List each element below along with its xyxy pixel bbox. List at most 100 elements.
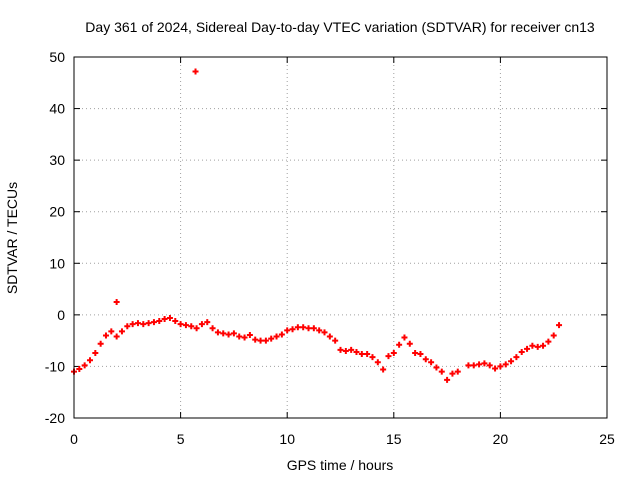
data-point — [172, 318, 179, 325]
data-point — [534, 343, 541, 350]
data-point — [412, 350, 419, 357]
data-point — [380, 366, 387, 373]
data-point — [337, 346, 344, 353]
data-point — [294, 324, 301, 331]
data-point — [156, 318, 163, 325]
data-point — [492, 365, 499, 372]
data-point — [524, 345, 531, 352]
data-point — [188, 323, 195, 330]
data-point — [97, 340, 104, 347]
data-point — [118, 328, 125, 335]
y-tick-label: 0 — [57, 307, 65, 323]
x-tick-label: 25 — [599, 431, 615, 447]
data-point — [262, 337, 269, 344]
data-point — [273, 333, 280, 340]
data-point — [150, 319, 157, 326]
data-point — [550, 332, 557, 339]
y-tick-label: -20 — [45, 410, 65, 426]
data-point — [284, 327, 291, 334]
data-point — [508, 358, 515, 365]
axis-ticks — [73, 56, 608, 419]
data-point — [225, 331, 232, 338]
data-point — [209, 325, 216, 332]
data-point — [481, 360, 488, 367]
data-point — [417, 351, 424, 358]
data-point — [236, 333, 243, 340]
x-tick-label: 15 — [386, 431, 402, 447]
tick-labels: 0 5 10 15 20 25 -20 -10 0 10 20 30 40 50 — [45, 49, 615, 447]
data-point — [369, 354, 376, 361]
data-point — [396, 341, 403, 348]
data-point — [470, 362, 477, 369]
data-point — [486, 362, 493, 369]
data-point — [390, 350, 397, 357]
data-point — [145, 320, 152, 327]
y-tick-label: -10 — [45, 358, 65, 374]
data-point — [444, 376, 451, 383]
data-point — [204, 319, 211, 326]
x-tick-label: 0 — [70, 431, 78, 447]
data-point — [449, 370, 456, 377]
data-point — [102, 332, 109, 339]
data-point — [177, 321, 184, 328]
data-point — [385, 353, 392, 360]
data-point — [192, 68, 199, 75]
data-point — [92, 350, 99, 357]
data-point — [268, 335, 275, 342]
data-point — [502, 361, 509, 368]
data-point — [252, 336, 259, 343]
data-point — [81, 362, 88, 369]
data-point — [422, 356, 429, 363]
data-point — [140, 321, 147, 328]
data-point — [529, 342, 536, 349]
data-point — [513, 354, 520, 361]
data-point — [545, 338, 552, 345]
data-point — [86, 357, 93, 364]
data-point — [214, 329, 221, 336]
data-point — [433, 364, 440, 371]
data-point — [497, 363, 504, 370]
data-point — [310, 325, 317, 332]
data-point — [353, 348, 360, 355]
data-point — [454, 368, 461, 375]
data-point — [316, 327, 323, 334]
data-point — [326, 333, 333, 340]
plot-frame — [73, 56, 608, 419]
data-point — [124, 323, 131, 330]
y-tick-label: 10 — [49, 255, 65, 271]
data-point — [241, 334, 248, 341]
data-point — [220, 330, 227, 337]
data-point — [76, 366, 83, 373]
y-tick-label: 20 — [49, 204, 65, 220]
data-point — [230, 330, 237, 337]
data-point — [556, 322, 563, 329]
data-point — [465, 362, 472, 369]
data-point — [364, 351, 371, 358]
data-point — [161, 315, 168, 322]
data-point — [113, 333, 120, 340]
data-point — [358, 351, 365, 358]
x-tick-label: 5 — [177, 431, 185, 447]
data-point — [348, 346, 355, 353]
data-point — [406, 340, 413, 347]
data-point — [438, 368, 445, 375]
data-point — [182, 322, 189, 329]
data-point — [108, 328, 115, 335]
data-point — [321, 329, 328, 336]
data-point — [193, 325, 200, 332]
data-point — [198, 321, 205, 328]
x-tick-label: 10 — [279, 431, 295, 447]
data-point — [518, 348, 525, 355]
data-point — [342, 347, 349, 354]
data-series — [71, 68, 563, 383]
data-point — [113, 298, 120, 305]
data-point — [540, 342, 547, 349]
data-point — [289, 326, 296, 333]
data-point — [401, 334, 408, 341]
data-point — [134, 320, 141, 327]
data-point — [305, 325, 312, 332]
y-tick-label: 50 — [49, 49, 65, 65]
x-axis-label: GPS time / hours — [287, 457, 394, 473]
data-point — [129, 321, 136, 328]
